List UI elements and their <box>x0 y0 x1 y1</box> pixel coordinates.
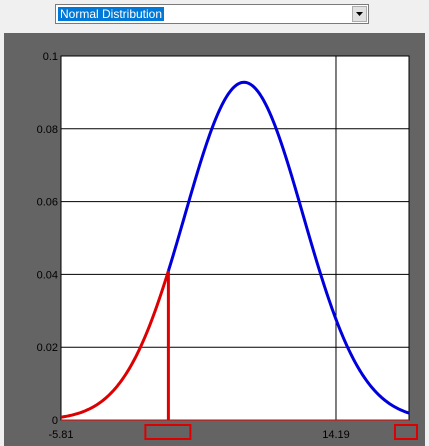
x-tick-label: -5.81 <box>48 429 73 441</box>
plot-frame: 0 0.02 0.04 0.06 0.08 0.1 -5.81 14.19 <box>4 33 425 446</box>
x-tick-label: 14.19 <box>322 429 350 441</box>
distribution-chart: 0 0.02 0.04 0.06 0.08 0.1 -5.81 14.19 <box>37 51 418 441</box>
y-tick-label: 0.02 <box>37 342 58 354</box>
upper-bound-marker[interactable] <box>394 424 418 440</box>
y-tick-label: 0 <box>52 415 58 427</box>
grid-lines <box>60 55 410 421</box>
dropdown-arrow-button[interactable] <box>352 6 367 22</box>
shaded-tail-curve <box>60 270 170 419</box>
y-tick-label: 0.08 <box>37 124 58 136</box>
distribution-select-value: Normal Distribution <box>58 7 165 21</box>
chevron-down-icon <box>356 12 363 16</box>
lower-bound-marker[interactable] <box>144 424 192 440</box>
y-tick-label: 0.06 <box>37 197 58 209</box>
pdf-curve <box>166 80 410 415</box>
tick-labels: 0 0.02 0.04 0.06 0.08 0.1 -5.81 14.19 <box>37 51 350 441</box>
y-tick-label: 0.04 <box>37 269 58 281</box>
distribution-select[interactable]: Normal Distribution <box>55 4 369 24</box>
plot-area <box>61 56 409 420</box>
y-tick-label: 0.1 <box>43 51 58 63</box>
